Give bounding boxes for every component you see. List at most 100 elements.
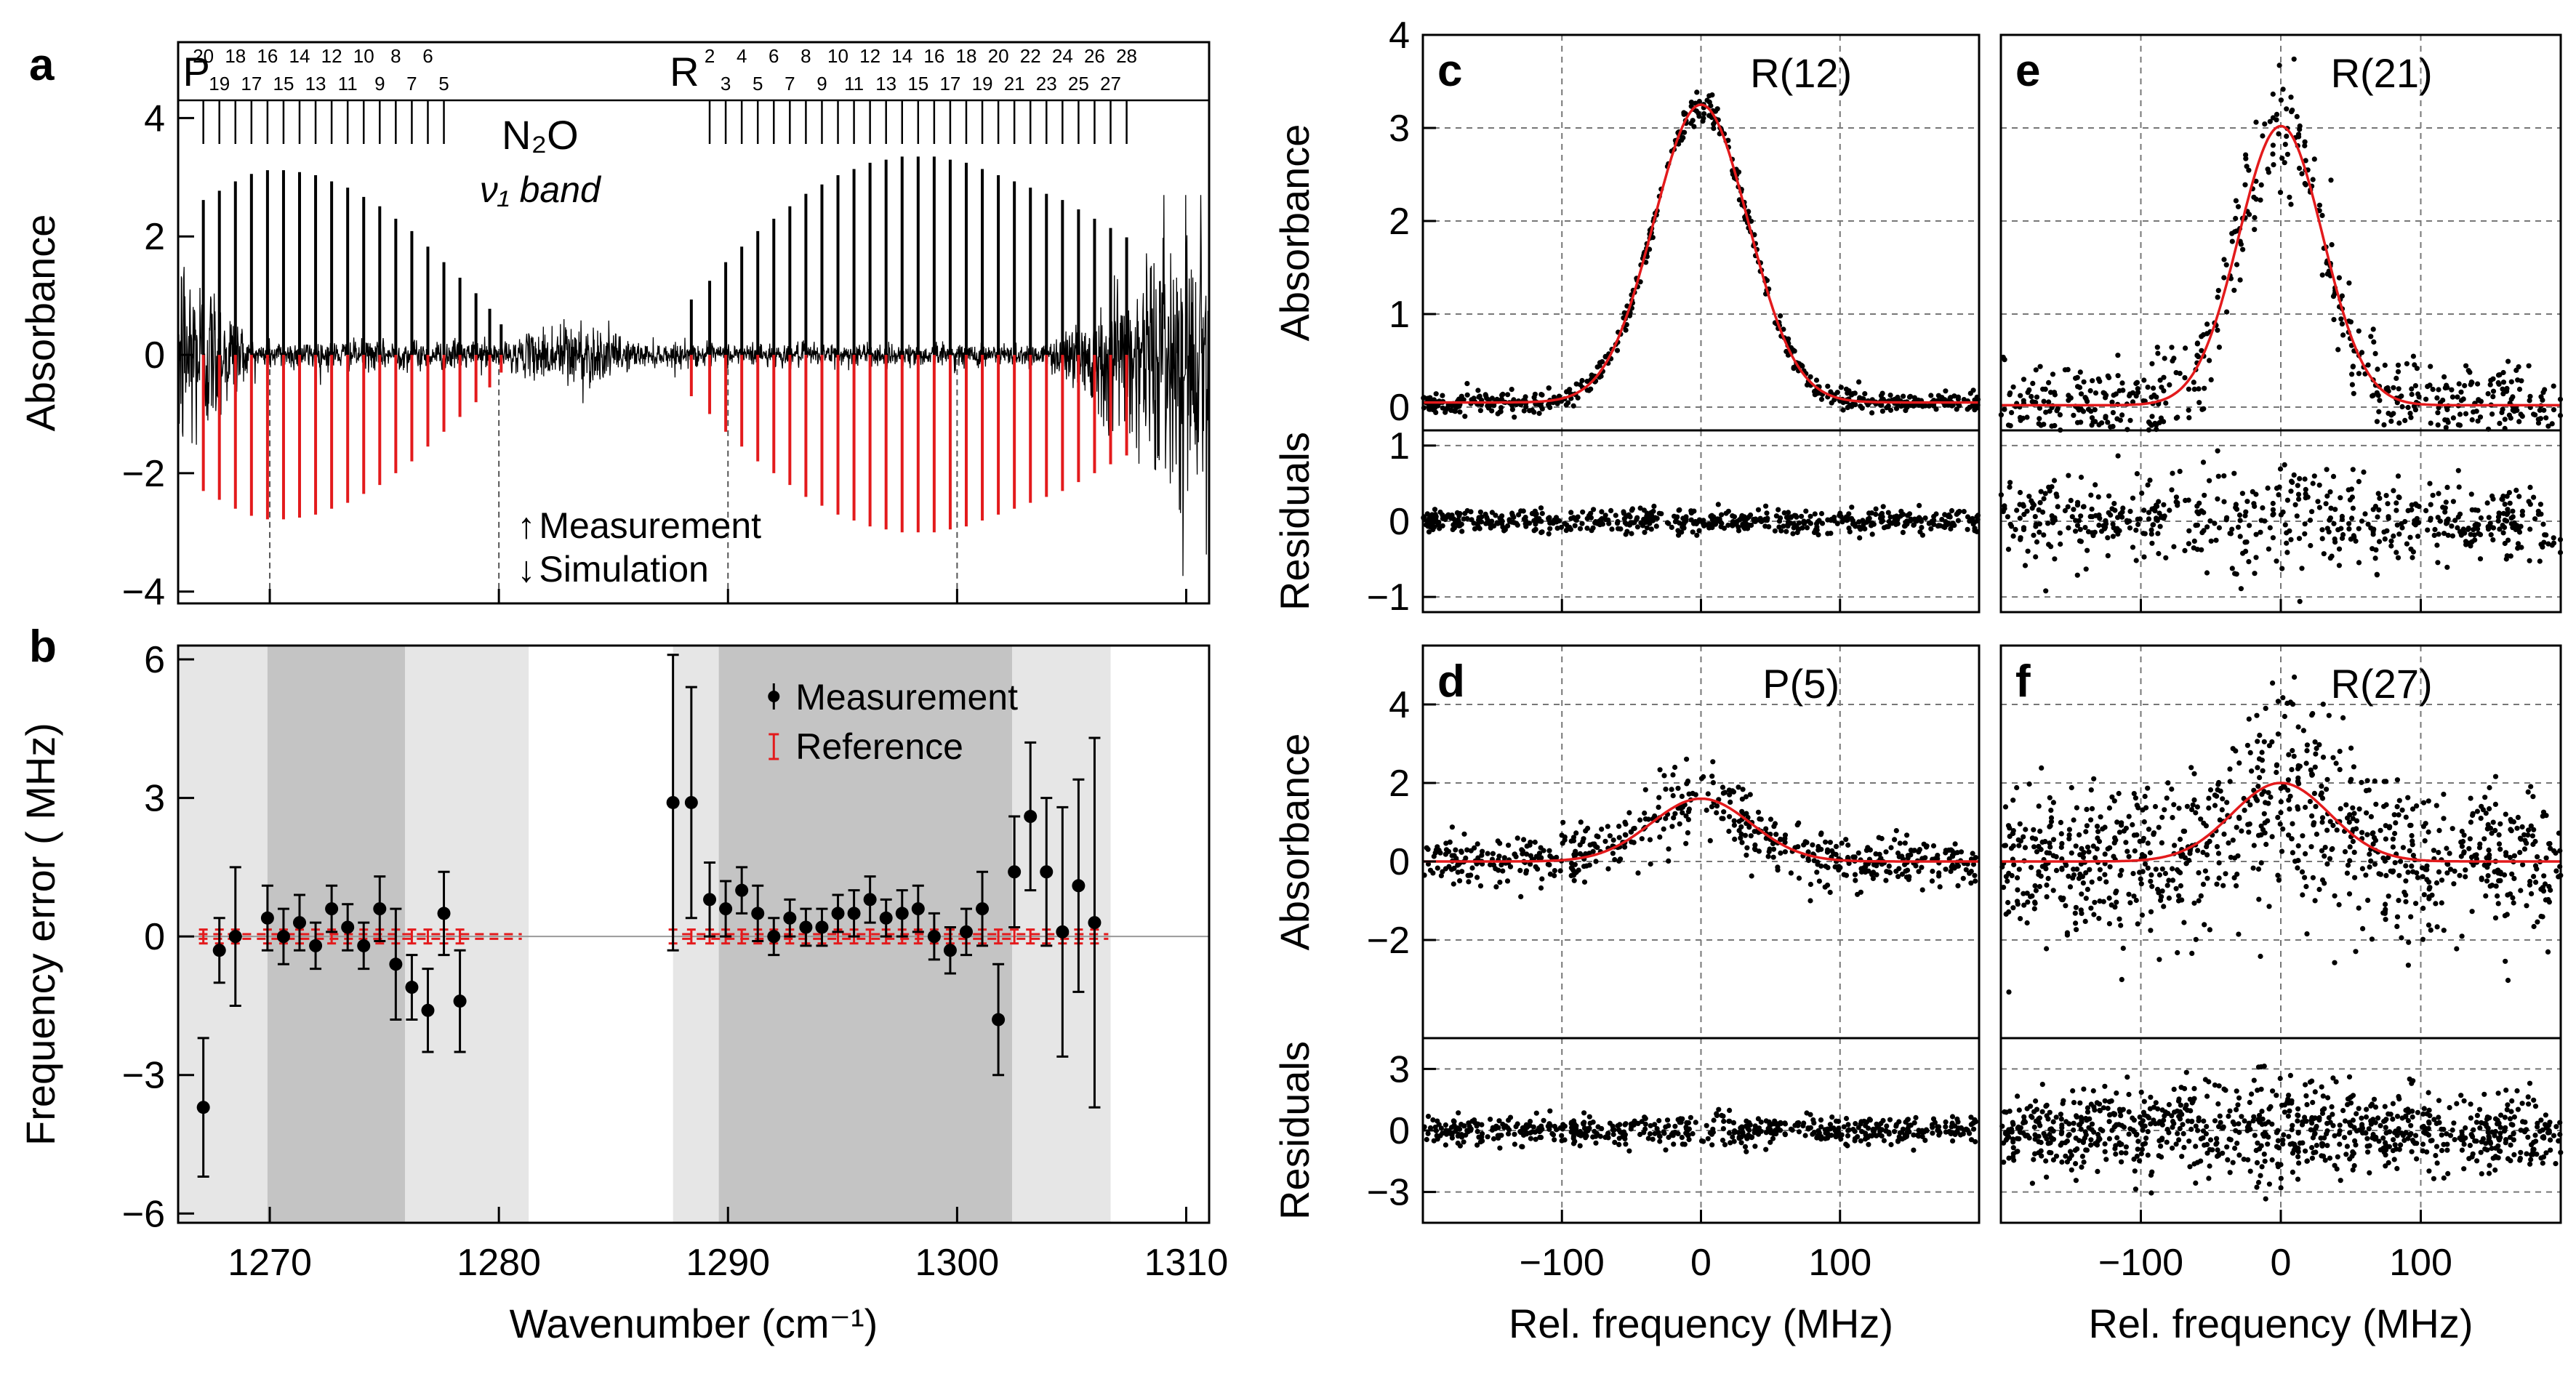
- panel-e-residual-point: [2302, 531, 2308, 537]
- panel-d-residual-point: [1949, 1124, 1954, 1130]
- r-label-bottom: 9: [816, 73, 827, 95]
- panel-e-residual-point: [2163, 555, 2169, 561]
- panel-f-data-point: [2524, 903, 2529, 909]
- panel-c-residual-point: [1532, 508, 1538, 514]
- panel-e-residual-point: [2299, 566, 2305, 571]
- panel-d-data-point: [1908, 847, 1914, 853]
- panel-d-residual-point: [1663, 1147, 1669, 1153]
- panel-e-residual-point: [2130, 495, 2136, 501]
- panel-d-data-point: [1727, 813, 1733, 819]
- panel-f-data-point: [2268, 794, 2274, 800]
- panel-d-data-point: [1507, 864, 1514, 869]
- panel-f-residual-point: [2277, 1075, 2283, 1082]
- panel-e-data-point: [2319, 272, 2325, 278]
- panel-f-data-point: [2258, 860, 2264, 866]
- panel-e-residual-point: [2103, 518, 2108, 525]
- panel-e-residual-point: [2186, 541, 2191, 547]
- panel-f-data-point: [2255, 739, 2260, 744]
- panel-c-residual-point: [1711, 514, 1717, 520]
- panel-f-data-point: [2006, 989, 2012, 995]
- panel-f-residual-point: [2343, 1152, 2349, 1157]
- panel-f-residual-point: [2039, 1082, 2045, 1088]
- panel-c-residual-point: [1674, 514, 1680, 520]
- panel-d-residual-point: [1836, 1125, 1842, 1131]
- panel-f-data-point: [2433, 880, 2440, 886]
- panel-c-residual-point: [1778, 528, 1784, 534]
- panel-d-residual-point: [1485, 1134, 1490, 1140]
- panel-d-data-point: [1895, 874, 1901, 880]
- panel-e-residual-point: [2065, 504, 2071, 510]
- panel-d-data-point: [1916, 869, 1922, 875]
- panel-e-data-point: [2412, 362, 2417, 368]
- panel-e-residual-point: [2505, 537, 2511, 543]
- panel-e-data-point: [2251, 194, 2257, 200]
- panel-d-data-point: [1963, 867, 1969, 872]
- panel-d-data-point: [1464, 847, 1470, 853]
- panel-f-residual-point: [2250, 1118, 2256, 1124]
- panel-f-data-point: [2250, 865, 2256, 871]
- panel-f-data-point: [2048, 808, 2054, 813]
- panel-d-residual-point: [1599, 1125, 1605, 1132]
- panel-f-data-point: [2179, 897, 2185, 903]
- panel-f-data-point: [2528, 823, 2534, 829]
- panel-d-residual-point: [1562, 1137, 1568, 1143]
- panel-d-data-point: [1948, 847, 1954, 853]
- panel-f-residual-point: [2503, 1140, 2508, 1146]
- panel-e-data-point: [2291, 56, 2297, 62]
- panel-e-data-point: [2182, 375, 2188, 381]
- panel-f-data-point: [2221, 831, 2227, 837]
- panel-f-data-point: [2286, 752, 2292, 758]
- panel-f-data-point: [2132, 848, 2138, 854]
- panel-f-residual-point: [2295, 1112, 2300, 1118]
- panel-c-data-point: [1690, 118, 1696, 124]
- panel-d-data-point: [1823, 863, 1829, 869]
- panel-f-residual-point: [2268, 1104, 2274, 1109]
- panel-d-residual-point: [1504, 1125, 1511, 1130]
- panel-e-residual-point: [2302, 476, 2308, 482]
- panel-f-residual-point: [2310, 1135, 2316, 1141]
- panel-f-data-point: [2531, 874, 2537, 880]
- panel-c-data-point: [1706, 93, 1712, 99]
- p-label-bottom: 19: [209, 73, 230, 95]
- r-label-bottom: 5: [753, 73, 763, 95]
- panel-e-data-point: [2500, 406, 2505, 412]
- panel-f-data-point: [2089, 805, 2095, 811]
- panel-e-data-point: [2356, 371, 2362, 377]
- panel-f-residual-point: [2329, 1104, 2335, 1110]
- panel-d-data-point: [1581, 879, 1588, 885]
- panel-e-residual-point: [2051, 478, 2058, 483]
- panel-e-residual-point: [2253, 531, 2259, 537]
- panel-f-residual-point: [2226, 1113, 2231, 1119]
- panel-f-residual-point: [2477, 1125, 2483, 1131]
- panel-d-data-point: [1663, 816, 1669, 821]
- panel-e-data-point: [2134, 379, 2140, 385]
- panel-e-residual-point: [2311, 473, 2317, 479]
- panel-b-measurement-point: [405, 981, 419, 995]
- panel-e-residual-point: [2208, 538, 2214, 544]
- panel-d-data-point: [1888, 845, 1894, 851]
- panel-d-data-point: [1815, 861, 1821, 867]
- panel-e-data-point: [2135, 390, 2141, 395]
- panel-c-residual-point: [1839, 519, 1845, 525]
- panel-b-xlabel: Wavenumber (cm⁻¹): [510, 1301, 878, 1346]
- panel-d-data-point: [1870, 875, 1876, 881]
- panel-d-residual-point: [1705, 1136, 1711, 1141]
- panel-d-residual-point: [1818, 1124, 1824, 1130]
- panel-f-data-point: [2483, 893, 2489, 899]
- panel-c-residual-point: [1675, 528, 1681, 534]
- panel-e-data-point: [2396, 420, 2402, 426]
- panel-d-data-point: [1642, 816, 1648, 822]
- r-label-top: 26: [1084, 45, 1105, 67]
- panel-c-residual-point: [1757, 518, 1763, 524]
- panel-f-data-point: [2069, 850, 2074, 856]
- panel-d-residual-point: [1577, 1128, 1584, 1135]
- panel-e-residual-point: [2296, 497, 2302, 502]
- panel-f-residual-point: [2050, 1157, 2056, 1163]
- panel-e-data-point: [2427, 382, 2433, 388]
- panel-e-residual-point: [2173, 494, 2179, 500]
- panel-e-data-point: [2054, 408, 2060, 414]
- panel-d-data-point: [1517, 867, 1523, 873]
- panel-e-data-point: [2090, 378, 2095, 384]
- panel-f-data-point: [2487, 805, 2492, 812]
- panel-e-data-point: [2278, 97, 2284, 103]
